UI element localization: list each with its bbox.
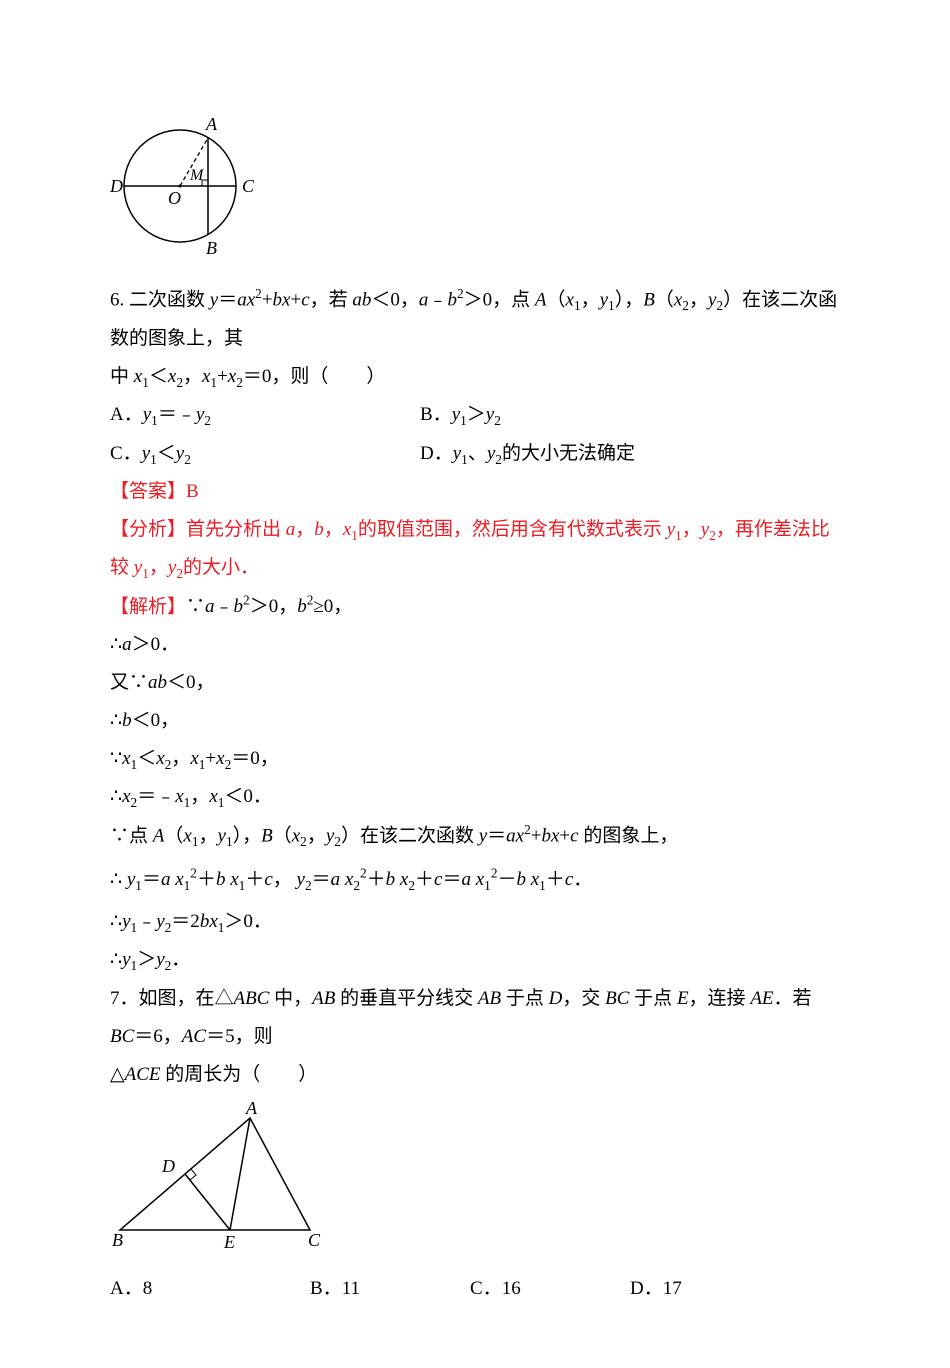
t: A． bbox=[110, 1278, 143, 1299]
q6-option-c: C．y1＜y2 bbox=[110, 435, 420, 473]
t: ， bbox=[400, 289, 419, 310]
t: △ bbox=[110, 1064, 125, 1085]
q6-answer: 【答案】B bbox=[110, 473, 840, 511]
q6-sol-5: ∵x1＜x2，x1+x2＝0， bbox=[110, 740, 840, 778]
q6-sol-7: ∵点 A（x1，y1），B（x2，y2）在该二次函数 y＝ax2+bx+c 的图… bbox=[110, 817, 840, 856]
t: ＝6， bbox=[134, 1026, 182, 1047]
label-O: O bbox=[168, 188, 181, 208]
q7-stem-line1: 7．如图，在△ABC 中，AB 的垂直平分线交 AB 于点 D，交 BC 于点 … bbox=[110, 980, 840, 1056]
t: C． bbox=[470, 1278, 502, 1299]
q7-option-d: D．17 bbox=[630, 1270, 682, 1308]
q7-figure: A B C D E bbox=[110, 1100, 840, 1250]
t: ，交 bbox=[562, 988, 605, 1009]
label-B2: B bbox=[112, 1230, 123, 1250]
label-D: D bbox=[110, 176, 123, 196]
t: 中， bbox=[269, 988, 312, 1009]
q6-option-b: B．y1＞y2 bbox=[420, 396, 501, 434]
q7-options: A．8 B．11 C．16 D．17 bbox=[110, 1270, 840, 1308]
t: 于点 bbox=[501, 988, 549, 1009]
t: ，则（ ） bbox=[271, 366, 385, 387]
t: ， bbox=[183, 366, 202, 387]
t: ， bbox=[624, 289, 643, 310]
label-M: M bbox=[189, 167, 205, 184]
q6-sol-4: ∴b＜0， bbox=[110, 702, 840, 740]
q6-sol-1: 【解析】∵a﹣b2＞0，b2≥0， bbox=[110, 588, 840, 626]
label-B: B bbox=[206, 238, 217, 258]
q6-options-row1: A．y1＝﹣y2 B．y1＞y2 bbox=[110, 396, 840, 434]
t: A bbox=[535, 289, 547, 310]
answer-value: B bbox=[186, 481, 199, 502]
triangle-diagram: A B C D E bbox=[110, 1100, 340, 1250]
q6-option-d: D．y1、y2的大小无法确定 bbox=[420, 435, 635, 473]
label-C2: C bbox=[308, 1230, 321, 1250]
q7-option-b: B．11 bbox=[310, 1270, 470, 1308]
t: 的垂直平分线交 bbox=[335, 988, 478, 1009]
t: 16 bbox=[502, 1278, 521, 1299]
t: 11 bbox=[342, 1278, 360, 1299]
t: D． bbox=[420, 443, 453, 464]
t: 中 bbox=[110, 366, 134, 387]
t: B bbox=[643, 289, 655, 310]
q6-options-row2: C．y1＜y2 D．y1、y2的大小无法确定 bbox=[110, 435, 840, 473]
q6-option-a: A．y1＝﹣y2 bbox=[110, 396, 420, 434]
t: ，点 bbox=[492, 289, 535, 310]
t: AB bbox=[478, 988, 501, 1009]
t: 在该二次函数的图象上，其 bbox=[110, 289, 837, 348]
solution-label: 【解析】 bbox=[110, 596, 186, 617]
q6-sol-3: 又∵ab＜0， bbox=[110, 664, 840, 702]
t: C． bbox=[110, 443, 142, 464]
t: ＝5，则 bbox=[206, 1026, 273, 1047]
q6-stem-line1: 6. 二次函数 y＝ax2+bx+c，若 ab＜0，a﹣b2＞0，点 A（x1，… bbox=[110, 281, 840, 358]
t: 于点 bbox=[629, 988, 677, 1009]
q6-prefix: 6. 二次函数 bbox=[110, 289, 210, 310]
t: 17 bbox=[663, 1278, 682, 1299]
t: AC bbox=[182, 1026, 206, 1047]
q6-analysis: 【分析】首先分析出 a，b，x1的取值范围，然后用含有代数式表示 y1，y2，再… bbox=[110, 511, 840, 588]
label-A2: A bbox=[245, 1100, 258, 1118]
analysis-label: 【分析】 bbox=[110, 519, 186, 540]
t: 8 bbox=[143, 1278, 153, 1299]
t: D． bbox=[630, 1278, 663, 1299]
label-C: C bbox=[242, 176, 255, 196]
q7-option-c: C．16 bbox=[470, 1270, 630, 1308]
t: B． bbox=[420, 404, 452, 425]
q6-stem-line2: 中 x1＜x2，x1+x2＝0，则（ ） bbox=[110, 358, 840, 396]
label-A: A bbox=[205, 114, 218, 134]
t: D bbox=[549, 988, 563, 1009]
t: A． bbox=[110, 404, 143, 425]
t: 7．如图，在△ bbox=[110, 988, 234, 1009]
t: BC bbox=[110, 1026, 134, 1047]
label-D2: D bbox=[161, 1156, 175, 1176]
q6-sol-10: ∴y1＞y2． bbox=[110, 941, 840, 979]
circle-diagram: A B C D O M bbox=[110, 106, 270, 261]
t: BC bbox=[605, 988, 629, 1009]
q6-sol-8: ∴ y1＝a x12＋b x1＋c， y2＝a x22＋b x2＋c＝a x12… bbox=[110, 856, 840, 904]
q7-stem-line2: △ACE 的周长为（ ） bbox=[110, 1056, 840, 1094]
q5-figure: A B C D O M bbox=[110, 106, 840, 261]
t: B． bbox=[310, 1278, 342, 1299]
t: AB bbox=[312, 988, 335, 1009]
label-E2: E bbox=[223, 1232, 235, 1250]
t: ，连接 bbox=[689, 988, 751, 1009]
q6-sol-6: ∴x2＝﹣x1，x1＜0． bbox=[110, 778, 840, 816]
answer-label: 【答案】 bbox=[110, 481, 186, 502]
t: ABC bbox=[234, 988, 270, 1009]
t: AE bbox=[750, 988, 773, 1009]
t: E bbox=[677, 988, 689, 1009]
q6-sol-9: ∴y1﹣y2＝2bx1＞0． bbox=[110, 903, 840, 941]
t: ACE bbox=[125, 1064, 161, 1085]
q7-option-a: A．8 bbox=[110, 1270, 310, 1308]
t: 的周长为（ ） bbox=[161, 1064, 318, 1085]
q6-sol-2: ∴a＞0． bbox=[110, 626, 840, 664]
t: ．若 bbox=[774, 988, 812, 1009]
t: ，若 bbox=[310, 289, 353, 310]
